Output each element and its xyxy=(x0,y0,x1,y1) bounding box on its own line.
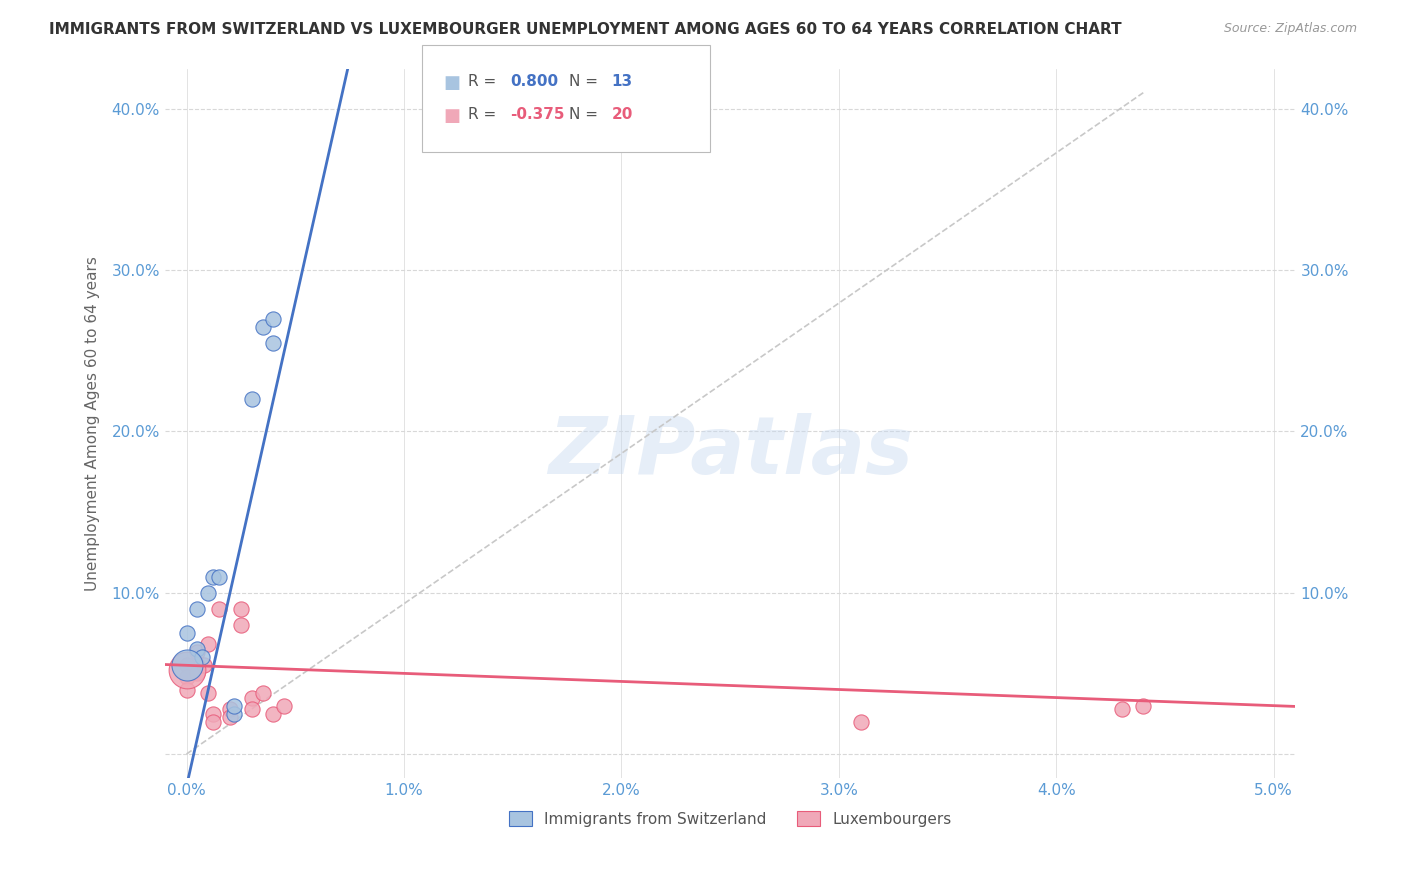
Point xyxy=(186,645,208,659)
Point xyxy=(176,658,198,673)
Point xyxy=(1111,702,1133,716)
Text: 0.800: 0.800 xyxy=(510,74,558,89)
Point xyxy=(176,682,198,697)
Point xyxy=(208,602,231,616)
Point xyxy=(1132,698,1154,713)
Y-axis label: Unemployment Among Ages 60 to 64 years: Unemployment Among Ages 60 to 64 years xyxy=(86,256,100,591)
Text: ■: ■ xyxy=(443,74,460,92)
Point xyxy=(240,702,263,716)
Point xyxy=(176,626,198,640)
Text: ZIPatlas: ZIPatlas xyxy=(547,413,912,491)
Point xyxy=(219,710,242,724)
Point xyxy=(201,569,224,583)
Point xyxy=(190,650,212,665)
Point xyxy=(229,602,252,616)
Text: 13: 13 xyxy=(612,74,633,89)
Text: ■: ■ xyxy=(443,107,460,125)
Point xyxy=(201,706,224,721)
Text: N =: N = xyxy=(569,74,603,89)
Point xyxy=(252,319,274,334)
Point xyxy=(201,714,224,729)
Point xyxy=(849,714,872,729)
Text: Source: ZipAtlas.com: Source: ZipAtlas.com xyxy=(1223,22,1357,36)
Text: IMMIGRANTS FROM SWITZERLAND VS LUXEMBOURGER UNEMPLOYMENT AMONG AGES 60 TO 64 YEA: IMMIGRANTS FROM SWITZERLAND VS LUXEMBOUR… xyxy=(49,22,1122,37)
Point xyxy=(197,686,219,700)
Point xyxy=(240,690,263,705)
Point xyxy=(193,658,215,673)
Point xyxy=(240,392,263,407)
Point xyxy=(197,585,219,599)
Point xyxy=(263,335,285,350)
Point xyxy=(186,642,208,657)
Point xyxy=(263,706,285,721)
Point xyxy=(219,702,242,716)
Text: -0.375: -0.375 xyxy=(510,107,565,122)
Text: 20: 20 xyxy=(612,107,633,122)
Point xyxy=(186,602,208,616)
Point xyxy=(252,686,274,700)
Point xyxy=(224,706,246,721)
Point xyxy=(273,698,295,713)
Point xyxy=(208,569,231,583)
Point xyxy=(224,698,246,713)
Point xyxy=(176,663,198,677)
Point xyxy=(197,637,219,651)
Point xyxy=(263,311,285,326)
Legend: Immigrants from Switzerland, Luxembourgers: Immigrants from Switzerland, Luxembourge… xyxy=(502,803,959,834)
Point xyxy=(176,658,198,673)
Text: N =: N = xyxy=(569,107,603,122)
Point xyxy=(186,666,208,681)
Text: R =: R = xyxy=(468,74,502,89)
Text: R =: R = xyxy=(468,107,502,122)
Point xyxy=(229,618,252,632)
Point xyxy=(176,670,198,684)
